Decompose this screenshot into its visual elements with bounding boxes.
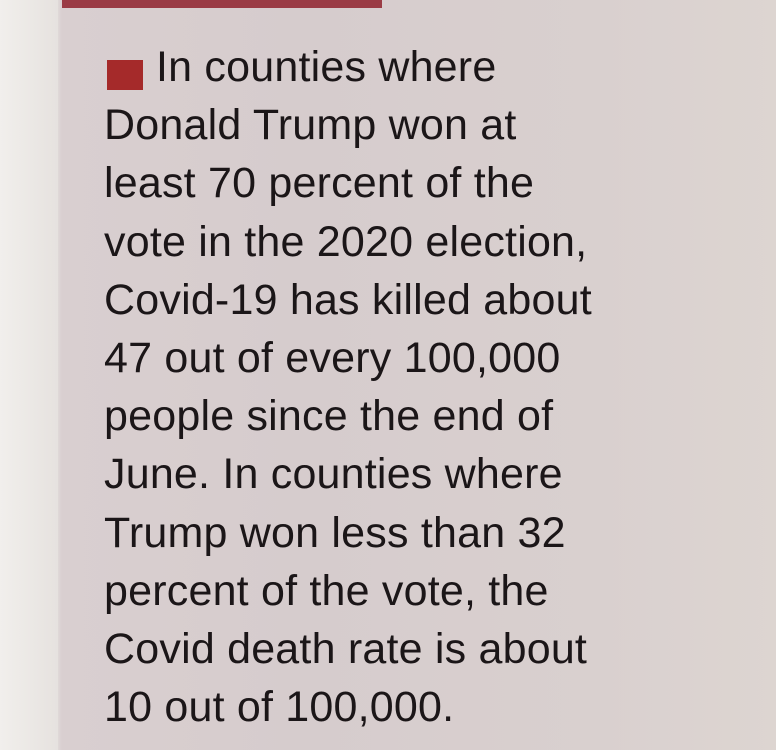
text-line: Trump won less than 32 [104, 508, 566, 557]
red-rule [62, 0, 382, 8]
page-edge [0, 0, 58, 750]
text-line: people since the end of [104, 392, 554, 441]
text-line: percent of the vote, the [104, 566, 549, 615]
text-line: Covid-19 has killed about [104, 275, 592, 324]
bullet-square [107, 60, 143, 90]
text-line: June. In counties where [104, 450, 563, 499]
text-line: In counties where [156, 43, 497, 91]
text-line: least 70 percent of the [104, 159, 535, 208]
text-line: 10 out of 100,000. [104, 683, 455, 732]
text-line: 47 out of every 100,000 [104, 334, 561, 383]
paragraph: In counties where Donald Trump won at leas… [104, 38, 592, 736]
text-line: vote in the 2020 election, [104, 217, 588, 266]
text-line: Covid death rate is about [104, 625, 588, 674]
text-line: Donald Trump won at [104, 101, 517, 150]
